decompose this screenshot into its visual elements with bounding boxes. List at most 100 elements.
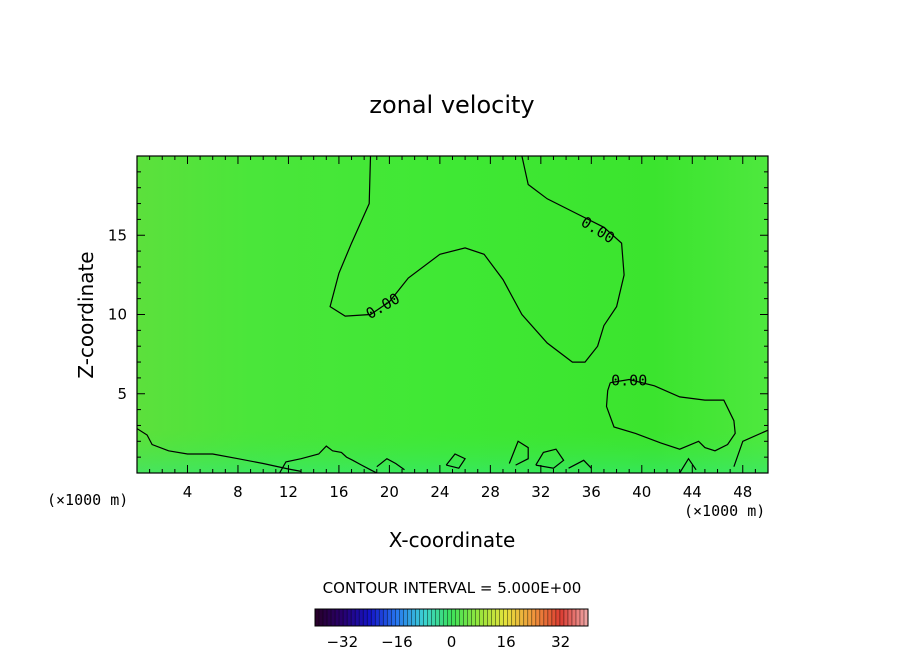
- colorbar-cell: [555, 609, 561, 626]
- colorbar-cell: [547, 609, 553, 626]
- colorbar-cell: [499, 609, 504, 626]
- colorbar-cell: [331, 609, 336, 626]
- x-unit-left: (×1000 m): [47, 491, 128, 509]
- colorbar-cell: [399, 609, 404, 626]
- colorbar-cell: [367, 609, 372, 626]
- colorbar-cell: [359, 609, 364, 626]
- contour-line: [605, 378, 736, 452]
- plot-area: 0.000.000.00: [137, 156, 768, 473]
- contour-line: [137, 428, 302, 472]
- colorbar-cell: [403, 609, 408, 626]
- colorbar-cell: [575, 609, 581, 626]
- field-background: [137, 156, 768, 473]
- near-surface-shading: [137, 430, 768, 473]
- colorbar-cell: [323, 609, 328, 626]
- colorbar-cell: [515, 609, 521, 626]
- contour-line: [508, 440, 529, 466]
- x-tick-label: 24: [430, 483, 449, 501]
- colorbar-cell: [383, 609, 388, 626]
- colorbar-cell: [375, 609, 380, 626]
- colorbar-cell: [423, 609, 428, 626]
- colorbar-cell: [347, 609, 352, 626]
- y-tick-label: 15: [108, 226, 127, 244]
- x-tick-label: 28: [481, 483, 500, 501]
- colorbar-cell: [527, 609, 533, 626]
- colorbar-cell: [539, 609, 545, 626]
- colorbar-cell: [447, 609, 452, 626]
- colorbar: [314, 609, 589, 626]
- y-axis-ticks: 5 10 15: [108, 171, 768, 458]
- colorbar-cell: [407, 609, 412, 626]
- colorbar-tick-labels: −32 −16 0 16 32: [326, 633, 570, 651]
- colorbar-cell: [467, 609, 472, 626]
- x-tick-label: 4: [183, 483, 193, 501]
- colorbar-cell: [471, 609, 476, 626]
- colorbar-cell: [551, 609, 557, 626]
- colorbar-cell: [435, 609, 440, 626]
- colorbar-cell: [523, 609, 529, 626]
- colorbar-cell: [411, 609, 416, 626]
- colorbar-cell: [507, 609, 513, 626]
- x-tick-label: 32: [531, 483, 550, 501]
- colorbar-cell: [351, 609, 356, 626]
- colorbar-tick-label: 0: [447, 633, 457, 651]
- colorbar-tick-label: 16: [497, 633, 516, 651]
- colorbar-tick-label: −32: [326, 633, 358, 651]
- colorbar-cell: [315, 609, 320, 626]
- colorbar-cell: [579, 609, 585, 626]
- contour-line: [733, 429, 768, 467]
- y-tick-label: 10: [108, 306, 127, 324]
- colorbar-cell: [543, 609, 549, 626]
- contour-interval-text: CONTOUR INTERVAL = 5.000E+00: [323, 579, 582, 597]
- colorbar-cell: [355, 609, 360, 626]
- colorbar-cell: [531, 609, 537, 626]
- contour-line: [279, 445, 378, 473]
- x-tick-label: 44: [683, 483, 702, 501]
- colorbar-frame: [314, 608, 589, 627]
- x-axis-label: X-coordinate: [389, 528, 516, 552]
- colorbar-cell: [395, 609, 400, 626]
- x-unit-right: (×1000 m): [684, 502, 765, 520]
- colorbar-cell: [427, 609, 432, 626]
- colorbar-cell: [503, 609, 508, 626]
- contour-line: [445, 453, 466, 469]
- colorbar-cell: [487, 609, 492, 626]
- contour-line: [535, 448, 565, 469]
- colorbar-cell: [479, 609, 484, 626]
- colorbar-cell: [327, 609, 332, 626]
- colorbar-cell: [491, 609, 496, 626]
- colorbar-cell: [455, 609, 460, 626]
- colorbar-cell: [371, 609, 376, 626]
- colorbar-cell: [583, 609, 589, 626]
- x-axis-ticks: 4 8 12 16 20 24 28 32 36 40 44 48: [149, 156, 756, 501]
- colorbar-cell: [335, 609, 340, 626]
- x-tick-label: 48: [733, 483, 752, 501]
- colorbar-cell: [343, 609, 348, 626]
- contour-line: [376, 457, 405, 471]
- colorbar-cell: [339, 609, 344, 626]
- y-axis-label: Z-coordinate: [74, 251, 98, 378]
- contour-label: 0.00: [611, 372, 647, 390]
- colorbar-tick-label: 32: [551, 633, 570, 651]
- colorbar-cell: [431, 609, 436, 626]
- colorbar-cell: [419, 609, 424, 626]
- colorbar-cell: [571, 609, 577, 626]
- x-tick-label: 20: [380, 483, 399, 501]
- contour-line: [568, 459, 592, 469]
- x-tick-label: 16: [329, 483, 348, 501]
- colorbar-cell: [483, 609, 488, 626]
- colorbar-cell: [563, 609, 569, 626]
- chart-title: zonal velocity: [369, 91, 534, 119]
- colorbar-cell: [319, 609, 324, 626]
- colorbar-cell: [363, 609, 368, 626]
- x-tick-label: 36: [582, 483, 601, 501]
- colorbar-cell: [387, 609, 392, 626]
- colorbar-cell: [519, 609, 525, 626]
- x-tick-label: 40: [632, 483, 651, 501]
- contour-lines: [137, 156, 768, 473]
- colorbar-cell: [495, 609, 500, 626]
- contour-line: [679, 457, 697, 473]
- colorbar-cell: [391, 609, 396, 626]
- colorbar-cell: [463, 609, 468, 626]
